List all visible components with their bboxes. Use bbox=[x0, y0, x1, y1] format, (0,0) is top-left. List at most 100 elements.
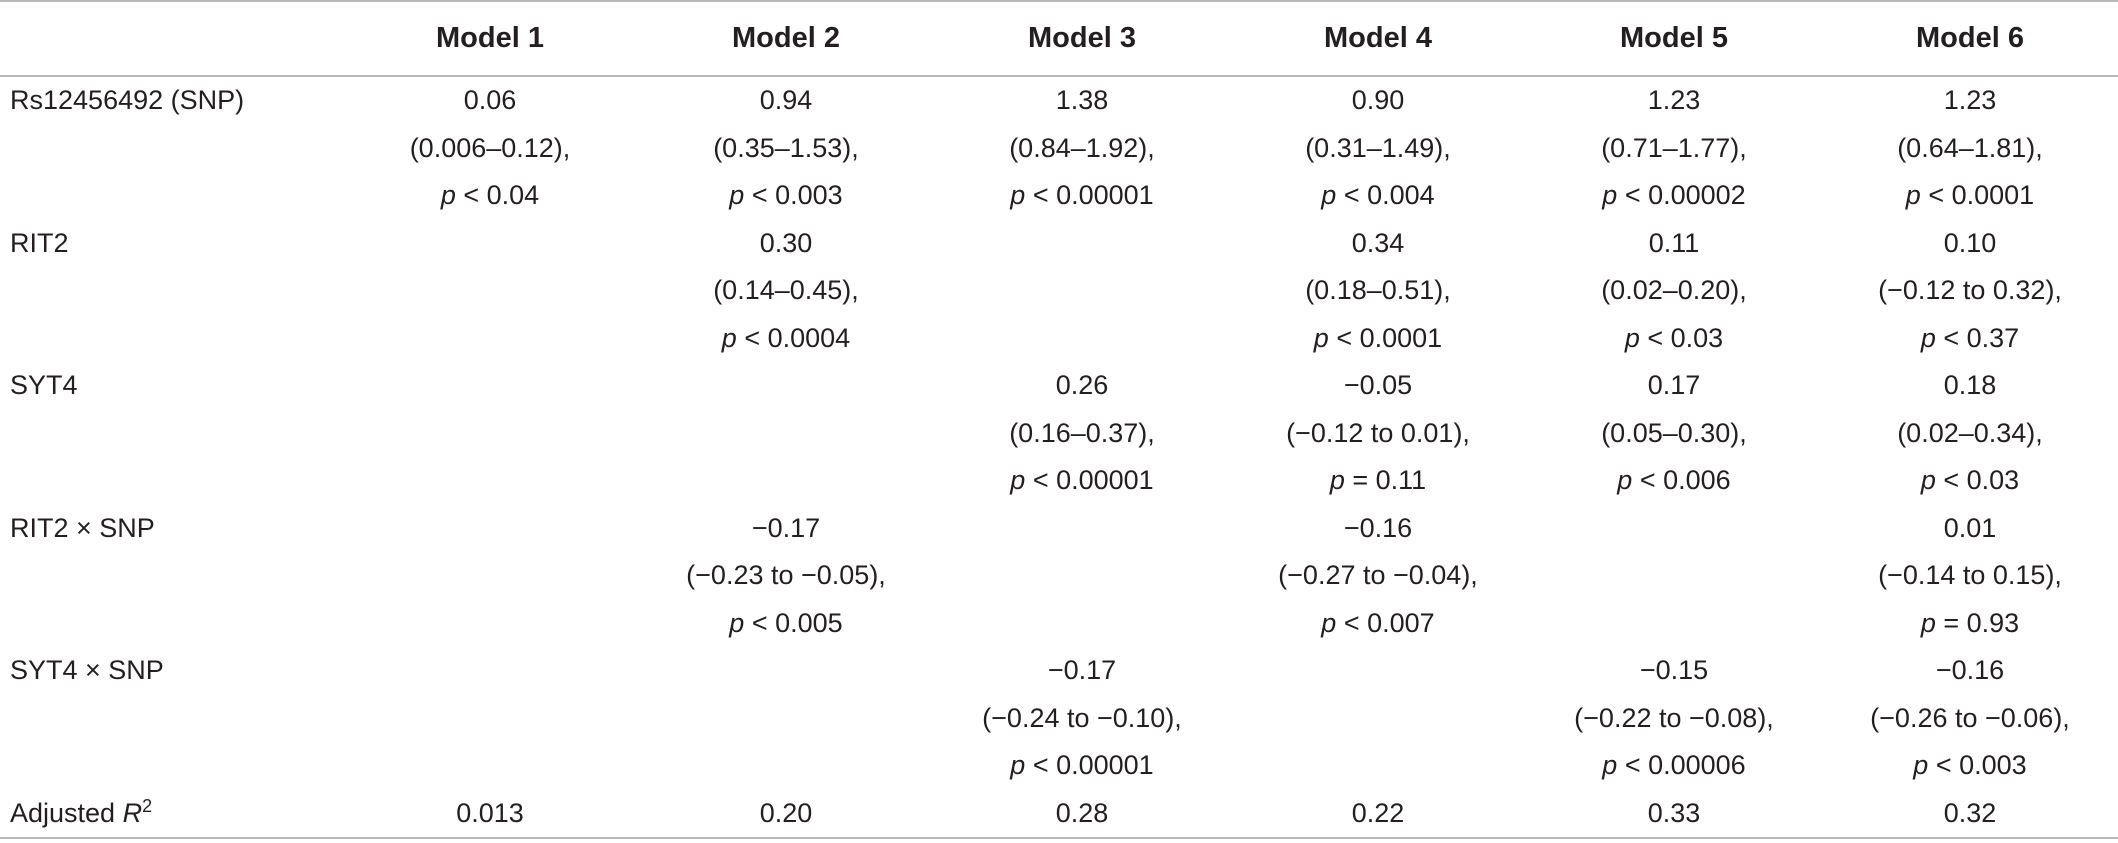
table-row: RIT2 × SNP −0.17 (−0.23 to −0.05), p < 0.00… bbox=[0, 505, 2118, 648]
p-comparison: < 0.003 bbox=[751, 180, 843, 210]
adjusted-r2-value: 0.32 bbox=[1943, 797, 1997, 828]
estimate-value: 0.34 bbox=[1351, 227, 1405, 258]
table-cell bbox=[934, 505, 1230, 648]
row-label-text: SYT4 × SNP bbox=[10, 655, 164, 685]
confidence-interval: (0.006–0.12), bbox=[409, 132, 571, 163]
p-value: p < 0.03 bbox=[1526, 315, 1822, 363]
confidence-interval: (0.18–0.51), bbox=[1305, 275, 1451, 305]
confidence-interval: (−0.12 to 0.01), bbox=[1286, 417, 1470, 448]
p-value: p < 0.00002 bbox=[1526, 172, 1822, 220]
table-cell: 0.90 (0.31–1.49), p < 0.004 bbox=[1230, 76, 1526, 220]
p-comparison: < 0.0001 bbox=[1336, 322, 1443, 353]
p-comparison: < 0.00006 bbox=[1624, 750, 1746, 780]
p-comparison: = 0.93 bbox=[1943, 607, 2020, 638]
adjusted-r2-value: 0.013 bbox=[456, 797, 524, 828]
table-row: RIT2 0.30 (0.14–0.45), p < 0.0004 0.34 (0.18–… bbox=[0, 220, 2118, 363]
header-model-2: Model 2 bbox=[638, 0, 934, 77]
confidence-interval: (0.05–0.30), bbox=[1601, 417, 1747, 448]
confidence-interval: (−0.14 to 0.15), bbox=[1878, 560, 2062, 590]
estimate-value: 1.23 bbox=[1943, 85, 1997, 115]
p-comparison: < 0.00001 bbox=[1032, 465, 1154, 495]
table-row: SYT4 0.26 (0.16–0.37), p < 0.00001 −0.05 (−0.… bbox=[0, 362, 2118, 505]
p-comparison: < 0.37 bbox=[1943, 322, 2020, 353]
table-row: Rs12456492 (SNP) 0.06 (0.006–0.12), p < 0.0… bbox=[0, 76, 2118, 220]
confidence-interval: (−0.26 to −0.06), bbox=[1870, 702, 2070, 733]
table-cell bbox=[934, 220, 1230, 363]
header-model-5: Model 5 bbox=[1526, 0, 1822, 77]
estimate-value: 1.23 bbox=[1647, 85, 1701, 115]
p-symbol: p bbox=[1905, 180, 1921, 210]
p-symbol: p bbox=[1010, 180, 1026, 210]
table-cell: −0.15 (−0.22 to −0.08), p < 0.00006 bbox=[1526, 647, 1822, 790]
estimate-value: 0.17 bbox=[1647, 370, 1701, 400]
header-model-6: Model 6 bbox=[1822, 0, 2118, 77]
confidence-interval: (0.35–1.53), bbox=[713, 132, 859, 163]
p-value: p < 0.00006 bbox=[1526, 742, 1822, 790]
estimate-value: 0.26 bbox=[1055, 370, 1109, 400]
estimate-value: −0.17 bbox=[1047, 655, 1117, 685]
row-label-text: SYT4 bbox=[10, 370, 78, 400]
table-row: SYT4 × SNP −0.17 (−0.24 to −0.10), p < 0.00… bbox=[0, 647, 2118, 790]
table-cell: 1.23 (0.64–1.81), p < 0.0001 bbox=[1822, 76, 2118, 220]
table-cell: −0.16 (−0.26 to −0.06), p < 0.003 bbox=[1822, 647, 2118, 790]
p-comparison: < 0.00002 bbox=[1624, 180, 1746, 210]
row-label: SYT4 × SNP bbox=[0, 647, 342, 790]
table-cell: −0.05 (−0.12 to 0.01), p = 0.11 bbox=[1230, 362, 1526, 505]
table-cell: 1.23 (0.71–1.77), p < 0.00002 bbox=[1526, 76, 1822, 220]
p-comparison: < 0.00001 bbox=[1032, 750, 1154, 780]
adjusted-label: Adjusted bbox=[10, 797, 123, 828]
p-comparison: < 0.03 bbox=[1943, 465, 2020, 495]
p-value: p < 0.0001 bbox=[1230, 315, 1526, 363]
estimate-value: −0.16 bbox=[1343, 512, 1413, 543]
p-symbol: p bbox=[1624, 322, 1640, 353]
table-cell: 0.17 (0.05–0.30), p < 0.006 bbox=[1526, 362, 1822, 505]
p-value: p = 0.93 bbox=[1822, 600, 2118, 648]
row-label-text: Rs12456492 (SNP) bbox=[10, 85, 245, 115]
confidence-interval: (0.02–0.34), bbox=[1897, 417, 2043, 448]
estimate-value: 0.18 bbox=[1943, 370, 1997, 400]
row-label: Adjusted R2 bbox=[0, 790, 342, 839]
confidence-interval: (0.16–0.37), bbox=[1009, 417, 1155, 448]
p-value: p < 0.003 bbox=[638, 172, 934, 220]
estimate-value: 0.06 bbox=[463, 85, 517, 115]
r-symbol: R bbox=[122, 797, 143, 828]
p-comparison: < 0.03 bbox=[1647, 322, 1724, 353]
p-comparison: < 0.005 bbox=[751, 607, 843, 638]
estimate-value: 0.30 bbox=[759, 227, 813, 258]
table-cell: −0.17 (−0.23 to −0.05), p < 0.005 bbox=[638, 505, 934, 648]
estimate-value: 0.94 bbox=[759, 85, 813, 115]
p-value: p < 0.00001 bbox=[934, 172, 1230, 220]
table-cell bbox=[1230, 647, 1526, 790]
confidence-interval: (0.64–1.81), bbox=[1897, 132, 2043, 163]
confidence-interval: (0.02–0.20), bbox=[1601, 275, 1747, 305]
row-label: RIT2 bbox=[0, 220, 342, 363]
confidence-interval: (−0.23 to −0.05), bbox=[686, 560, 886, 590]
p-symbol: p bbox=[1913, 750, 1929, 780]
table-cell: 0.10 (−0.12 to 0.32), p < 0.37 bbox=[1822, 220, 2118, 363]
p-symbol: p bbox=[1617, 465, 1633, 495]
p-value: p < 0.37 bbox=[1822, 315, 2118, 363]
p-comparison: = 0.11 bbox=[1352, 465, 1427, 495]
header-model-3: Model 3 bbox=[934, 0, 1230, 77]
confidence-interval: (0.31–1.49), bbox=[1305, 132, 1451, 163]
p-value: p < 0.003 bbox=[1822, 742, 2118, 790]
table-cell: 0.26 (0.16–0.37), p < 0.00001 bbox=[934, 362, 1230, 505]
estimate-value: −0.17 bbox=[751, 512, 821, 543]
p-comparison: < 0.006 bbox=[1639, 465, 1731, 495]
p-symbol: p bbox=[1010, 750, 1026, 780]
row-label: SYT4 bbox=[0, 362, 342, 505]
confidence-interval: (−0.22 to −0.08), bbox=[1574, 702, 1774, 733]
p-symbol: p bbox=[1010, 465, 1026, 495]
estimate-value: 0.10 bbox=[1943, 227, 1997, 258]
table-cell: −0.17 (−0.24 to −0.10), p < 0.00001 bbox=[934, 647, 1230, 790]
table-cell: −0.16 (−0.27 to −0.04), p < 0.007 bbox=[1230, 505, 1526, 648]
table-cell: 0.94 (0.35–1.53), p < 0.003 bbox=[638, 76, 934, 220]
p-value: p < 0.004 bbox=[1230, 172, 1526, 220]
p-symbol: p bbox=[440, 180, 456, 210]
p-value: p < 0.0001 bbox=[1822, 172, 2118, 220]
header-empty bbox=[0, 0, 342, 77]
p-symbol: p bbox=[1920, 607, 1936, 638]
table-cell: 1.38 (0.84–1.92), p < 0.00001 bbox=[934, 76, 1230, 220]
estimate-value: −0.15 bbox=[1639, 655, 1709, 685]
